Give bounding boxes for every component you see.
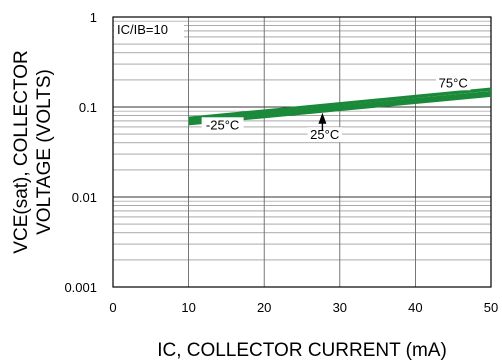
x-tick-labels: 0 10 20 30 40 50	[109, 300, 498, 315]
series-line	[188, 87, 492, 120]
grid-lines	[113, 17, 491, 287]
y-axis-title-line-1: VCE(sat), COLLECTOR	[11, 50, 32, 253]
y-tick-label: 0.01	[72, 190, 97, 205]
y-axis-title-line-2: VOLTAGE (VOLTS)	[34, 69, 55, 235]
annotation-background	[436, 75, 471, 91]
condition-label: IC/IB=10	[117, 22, 168, 37]
x-tick-label: 50	[484, 300, 498, 315]
series-line	[188, 90, 492, 123]
annotation-background	[307, 127, 342, 143]
annotation-label: 75°C	[439, 75, 468, 90]
x-tick-label: 10	[181, 300, 195, 315]
y-tick-label: 0.1	[79, 100, 97, 115]
x-tick-label: 30	[333, 300, 347, 315]
x-tick-label: 20	[257, 300, 271, 315]
annotations: 75°C -25°C 25°C	[201, 75, 471, 143]
x-tick-label: 0	[109, 300, 116, 315]
annotation-background	[201, 117, 244, 133]
plot-frame	[112, 16, 492, 288]
annotation-label: 25°C	[310, 127, 339, 142]
annotation-label: -25°C	[206, 117, 239, 132]
x-axis-title: IC, COLLECTOR CURRENT (mA)	[157, 340, 447, 360]
condition-label-background	[114, 22, 184, 38]
y-tick-label: 1	[90, 10, 97, 25]
y-tick-label: 0.001	[64, 280, 97, 295]
y-tick-labels: 0.001 0.01 0.1 1	[64, 10, 97, 295]
x-tick-label: 40	[408, 300, 422, 315]
annotation-arrow-head	[318, 112, 327, 124]
